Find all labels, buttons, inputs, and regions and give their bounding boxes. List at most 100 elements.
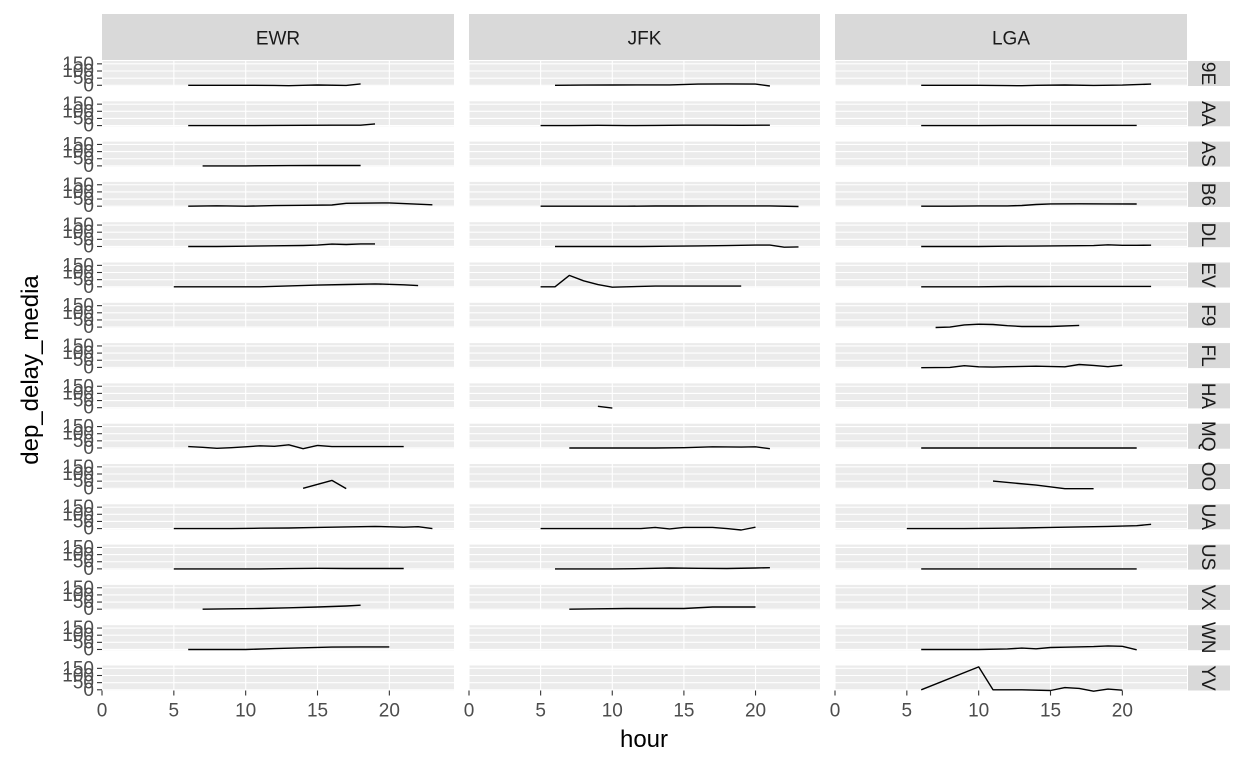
- row-strip: [1188, 544, 1230, 570]
- panel-background: [469, 423, 820, 449]
- y-tick-label: 50: [73, 310, 94, 331]
- panel-background: [835, 343, 1187, 369]
- y-tick-label: 150: [62, 578, 94, 599]
- y-axis-title: dep_delay_media: [17, 275, 44, 465]
- y-tick-label: 150: [62, 255, 94, 276]
- row-strip-label: FL: [1197, 345, 1218, 367]
- x-axis-layer: 0 5 10 15 20 0 5 10 15 20 0 5 10 15 20: [97, 690, 1133, 722]
- y-tick-label: 150: [62, 54, 94, 75]
- y-tick-label: 150: [62, 336, 94, 357]
- y-tick-label: 150: [62, 457, 94, 478]
- column-strip-label: LGA: [992, 29, 1030, 50]
- row-strip-label: EV: [1197, 262, 1218, 288]
- y-tick-label: 150: [62, 94, 94, 115]
- panel-background: [835, 141, 1187, 167]
- series-line-B6-JFK: [540, 205, 799, 208]
- y-tick-label: 0: [83, 559, 94, 580]
- panel-background: [835, 61, 1187, 86]
- series-line-MQ-JFK: [569, 446, 770, 450]
- series-line-UA-JFK: [540, 526, 756, 531]
- y-tick-label: 0: [83, 236, 94, 257]
- y-tick-label: 50: [73, 632, 94, 653]
- series-line-YV-LGA: [920, 666, 1123, 692]
- y-tick-label: 100: [62, 263, 94, 284]
- series-line-OO-EWR: [302, 479, 347, 490]
- panel-background: [835, 544, 1187, 570]
- panel-background: [469, 101, 820, 127]
- y-tick-label: 50: [73, 149, 94, 170]
- y-tick-label: 150: [62, 497, 94, 518]
- y-tick-label: 50: [73, 592, 94, 613]
- column-strip: [469, 14, 820, 60]
- series-line-DL-LGA: [921, 244, 1152, 248]
- panel-background: [102, 262, 454, 288]
- y-tick-label: 0: [83, 519, 94, 540]
- y-tick-label: 0: [83, 357, 94, 378]
- y-tick-label: 100: [62, 585, 94, 606]
- row-strip-label: OO: [1197, 462, 1218, 492]
- y-tick-label: 150: [62, 215, 94, 236]
- y-tick-label: 50: [73, 270, 94, 291]
- y-tick-label: 100: [62, 222, 94, 243]
- row-strip: [1188, 61, 1230, 86]
- row-strip-label: WN: [1197, 622, 1218, 654]
- y-tick-label: 150: [62, 537, 94, 558]
- y-tick-label: 100: [62, 61, 94, 82]
- y-tick-label: 50: [73, 673, 94, 694]
- y-tick-label: 100: [62, 303, 94, 324]
- panel-background: [835, 101, 1187, 127]
- series-line-MQ-EWR: [188, 444, 404, 450]
- row-strip-label: F9: [1197, 304, 1218, 326]
- panel-background: [469, 181, 820, 207]
- x-tick-label: 20: [1112, 701, 1133, 722]
- panel-background: [102, 544, 454, 570]
- row-strip-label: UA: [1197, 504, 1218, 531]
- panel-background: [835, 584, 1187, 610]
- series-line-VX-EWR: [202, 604, 361, 610]
- y-tick-label: 150: [62, 175, 94, 196]
- x-tick-label: 0: [97, 701, 108, 722]
- y-tick-label: 150: [62, 134, 94, 155]
- panel-background: [835, 222, 1187, 248]
- y-tick-label: 100: [62, 182, 94, 203]
- y-tick-label: 50: [73, 229, 94, 250]
- y-tick-label: 150: [62, 658, 94, 679]
- panel-background: [835, 383, 1187, 409]
- x-tick-label: 0: [464, 701, 475, 722]
- panel-background: [102, 101, 454, 127]
- series-line-B6-LGA: [921, 203, 1137, 207]
- series-line-US-EWR: [173, 567, 404, 570]
- x-axis-title: hour: [620, 726, 668, 753]
- row-strip: [1188, 625, 1230, 651]
- y-tick-label: 0: [83, 639, 94, 660]
- row-strip-label: B6: [1197, 183, 1218, 206]
- x-tick-label: 20: [745, 701, 766, 722]
- column-strip-label: EWR: [256, 29, 300, 50]
- panel-background: [835, 262, 1187, 288]
- panel-background: [469, 464, 820, 489]
- y-tick-label: 100: [62, 625, 94, 646]
- panel-background: [102, 584, 454, 610]
- panel-background: [469, 544, 820, 570]
- y-tick-label: 100: [62, 545, 94, 566]
- panel-background: [469, 383, 820, 409]
- series-line-DL-JFK: [555, 244, 799, 248]
- row-strip: [1188, 222, 1230, 248]
- y-tick-label: 50: [73, 108, 94, 129]
- panel-background: [835, 181, 1187, 207]
- x-tick-label: 10: [602, 701, 623, 722]
- row-strip-label: AA: [1197, 101, 1218, 127]
- row-strip: [1188, 101, 1230, 127]
- series-line-WN-EWR: [188, 646, 390, 651]
- row-strip-label: 9E: [1197, 62, 1218, 85]
- series-line-9E-LGA: [921, 83, 1152, 87]
- y-tick-label: 0: [83, 438, 94, 459]
- x-tick-label: 5: [902, 701, 913, 722]
- x-tick-label: 0: [830, 701, 841, 722]
- panel-background: [469, 61, 820, 86]
- x-tick-label: 15: [673, 701, 694, 722]
- series-line-OO-LGA: [992, 480, 1094, 490]
- row-strip-label: HA: [1197, 383, 1218, 410]
- x-tick-label: 15: [307, 701, 328, 722]
